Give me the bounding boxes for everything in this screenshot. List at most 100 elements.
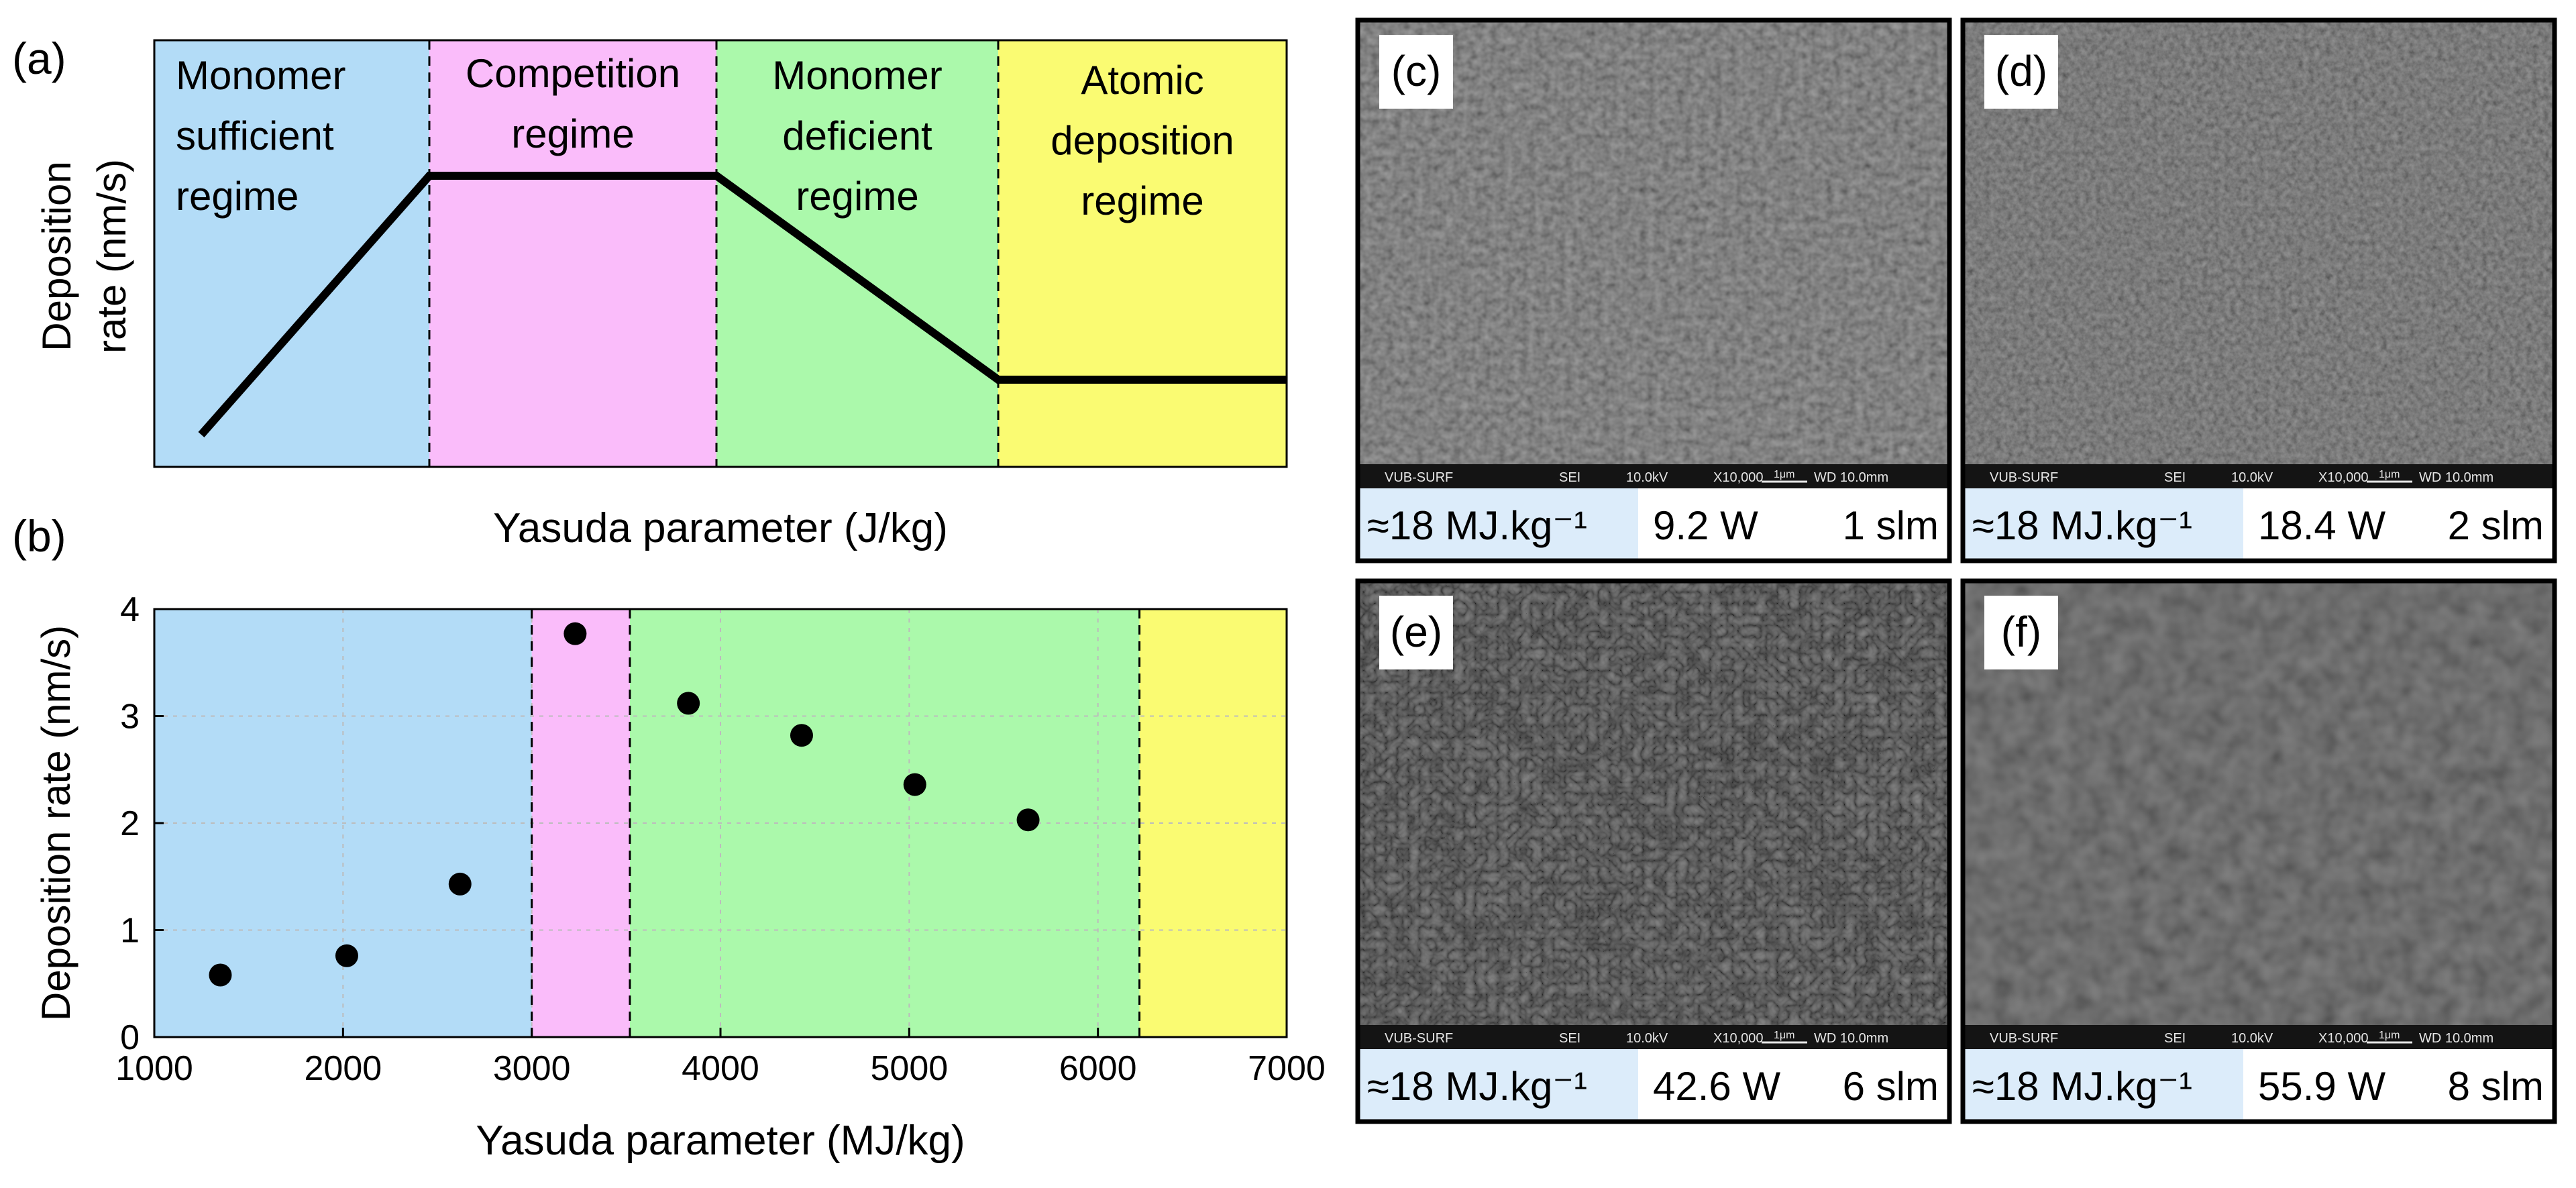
regime-label-4: Atomic deposition regime [1051,58,1234,223]
sem-panel-label: (f) [2001,608,2041,656]
panel-b-chart: (b) 1000 2000 3000 4000 5000 6000 7000 0 1 2 3 4 Y… [12,511,1326,1164]
sem-panel-e: VUB-SURF SEI 10.0kV X10,000 WD 10.0mm 1μm ≈18 … [1355,578,1952,1124]
sem-label-box [1984,35,2058,109]
sem-image-texture [1963,20,2555,464]
sem-info-text: 10.0kV [1626,1031,1668,1046]
chart-points [209,622,1040,987]
regime-label-4-line: regime [1081,178,1203,223]
y-tick-labels: 0 1 2 3 4 [120,590,164,1057]
y-tick-label: 1 [120,912,140,951]
regime-dividers [428,40,1000,467]
panel-a-label: (a) [12,34,66,83]
data-point [209,963,232,987]
regime-label-3: Monomer deficient regime [772,53,942,219]
data-point [564,622,587,645]
sem-scalebar-label: 1μm [1774,469,1794,480]
y-tick-label: 3 [120,698,140,737]
regime-band-4 [998,40,1287,467]
sem-info-text: VUB-SURF [1385,1031,1453,1046]
power-value: 9.2 W [1653,503,1758,548]
data-point [903,773,926,796]
sem-image-texture [1963,581,2555,1025]
regime-label-1-line: Monomer [176,53,345,98]
sem-micrographs: VUB-SURF SEI 10.0kV X10,000 WD 10.0mm 1μm ≈18 … [1355,17,2557,1124]
chart-ylabel: Deposition rate (nm/s) [34,625,78,1021]
flow-value: 6 slm [1843,1064,1939,1109]
yasuda-cell [1963,1049,2243,1122]
data-point [1016,808,1040,832]
sem-label-box [1379,35,1453,109]
data-point [677,692,700,715]
x-tick-labels: 1000 2000 3000 4000 5000 6000 7000 [115,1028,1326,1088]
sem-label-box [1379,596,1453,669]
yasuda-cell [1358,488,1638,561]
sem-scalebar-label: 1μm [2379,469,2400,480]
sem-panel-frame [1960,17,2557,563]
sem-info-text: SEI [2164,470,2186,485]
regime-label-2: Competition regime [466,51,680,156]
sem-info-text: WD 10.0mm [2419,470,2493,485]
chart-regime-band-3 [629,609,1140,1037]
x-tick-label: 2000 [304,1049,382,1088]
flow-value: 1 slm [1843,503,1939,548]
y-tick-label: 2 [120,804,140,843]
chart-regime-dividers [531,609,1141,1037]
flow-value: 8 slm [2448,1064,2544,1109]
panel-a-ylabel: Deposition rate (nm/s) [34,159,134,354]
data-point [448,872,472,896]
regime-labels: Monomer sufficient regime Competition regime… [176,51,1234,223]
regime-label-4-line: deposition [1051,118,1234,163]
regime-label-3-line: Monomer [772,53,942,98]
sem-info-text: 10.0kV [1626,470,1668,485]
ylabel-line-2: rate (nm/s) [89,159,134,354]
sem-info-text: SEI [1559,470,1580,485]
sem-panel-label: (c) [1391,47,1442,95]
y-tick-label: 4 [120,590,140,629]
sem-info-text: X10,000 [1713,1031,1764,1046]
flow-value: 2 slm [2448,503,2544,548]
sem-panel-frame [1355,17,1952,563]
sem-panel-frame [1355,578,1952,1124]
data-point [790,724,813,747]
yasuda-value: ≈18 MJ.kg⁻¹ [1972,1064,2192,1109]
sem-info-text: X10,000 [1713,470,1764,485]
data-point [335,944,358,967]
chart-regime-band-4 [1139,609,1287,1037]
power-value: 42.6 W [1653,1064,1780,1109]
sem-image-texture [1358,581,1949,1025]
power-value: 55.9 W [2258,1064,2385,1109]
sem-info-text: WD 10.0mm [1814,1031,1888,1046]
x-tick-label: 5000 [870,1049,948,1088]
regime-label-2-line: Competition [466,51,680,96]
regime-bands [154,40,1287,467]
regime-label-1: Monomer sufficient regime [176,53,345,219]
sem-panel-f: VUB-SURF SEI 10.0kV X10,000 WD 10.0mm 1μm ≈18 … [1960,578,2557,1124]
sem-info-bar [1358,1025,1949,1049]
yasuda-value: ≈18 MJ.kg⁻¹ [1972,503,2192,548]
sem-info-text: VUB-SURF [1385,470,1453,485]
regime-label-2-line: regime [511,111,634,156]
sem-info-text: WD 10.0mm [1814,470,1888,485]
sem-info-text: VUB-SURF [1990,470,2058,485]
panel-a-schematic: (a) Monomer sufficient regime Competition re… [12,34,1288,551]
regime-label-4-line: Atomic [1081,58,1203,103]
panel-b-label: (b) [12,511,66,561]
sem-panel-label: (d) [1995,47,2047,95]
yasuda-cell [1963,488,2243,561]
sem-info-text: SEI [2164,1031,2186,1046]
sem-scalebar-label: 1μm [1774,1030,1794,1041]
sem-info-bar [1963,464,2555,488]
chart-xlabel: Yasuda parameter (MJ/kg) [476,1118,965,1164]
x-tick-label: 3000 [493,1049,571,1088]
sem-panel-frame [1960,578,2557,1124]
sem-image-texture [1358,20,1949,464]
panel-a-frame [153,39,1288,468]
sem-info-text: X10,000 [2318,470,2369,485]
sem-panel-d: VUB-SURF SEI 10.0kV X10,000 WD 10.0mm 1μm ≈18 … [1960,17,2557,563]
sem-info-bar [1963,1025,2555,1049]
sem-info-text: WD 10.0mm [2419,1031,2493,1046]
panel-a-xlabel: Yasuda parameter (J/kg) [493,505,948,551]
y-tick-label: 0 [120,1018,140,1057]
sem-info-text: 10.0kV [2231,1031,2273,1046]
